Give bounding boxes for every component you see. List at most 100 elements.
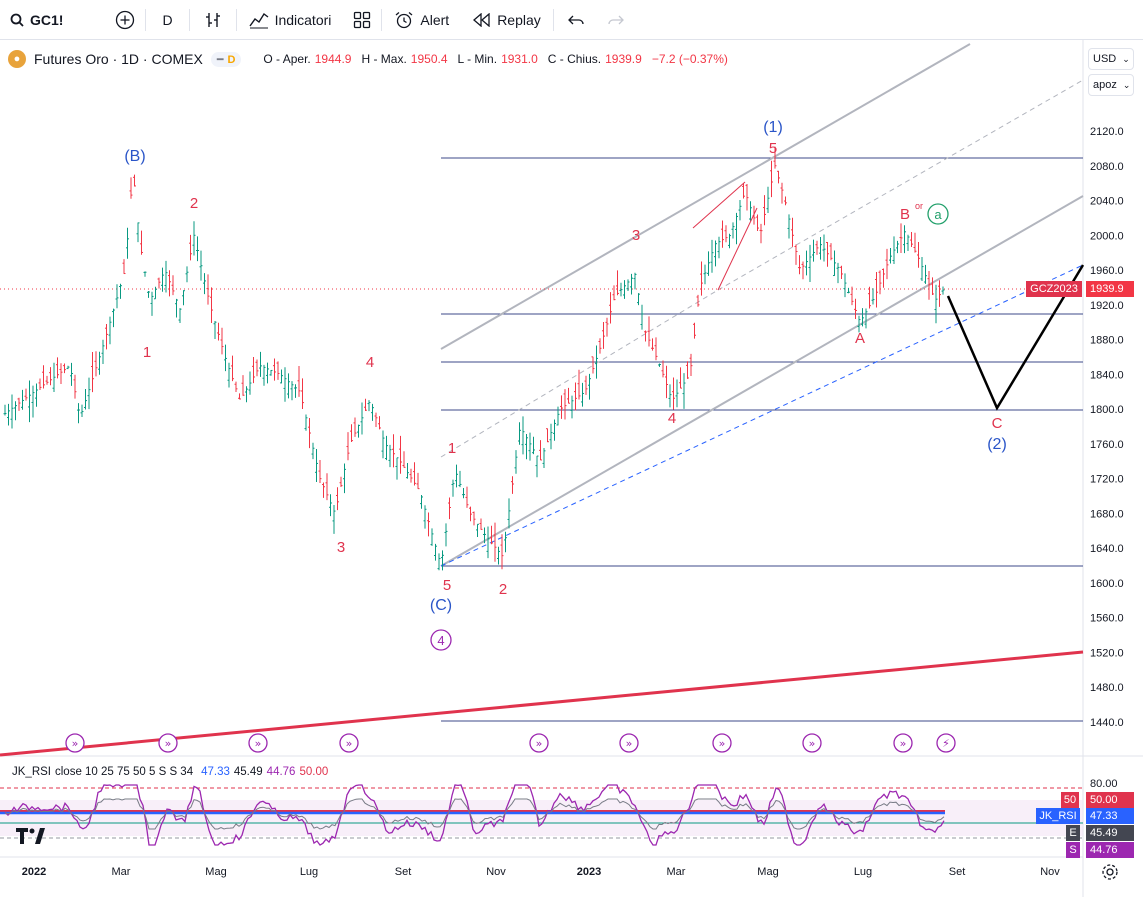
instrument-title[interactable]: Futures Oro · 1D · COMEX: [34, 51, 203, 67]
wave-label: 5: [769, 140, 777, 157]
price-tick-label: 1680.0: [1090, 508, 1124, 520]
rsi-tag-e: E: [1066, 825, 1080, 841]
wave-label-1: (1): [763, 119, 783, 136]
circle-a-marker: [927, 203, 949, 225]
or-label: or: [915, 201, 923, 211]
rsi-value-2: 45.49: [233, 766, 263, 778]
rsi-value-1: 47.33: [201, 766, 230, 778]
wave-labels: (B) 2 1 4 3 5 (C) 1 2 3 4 5 (1) A B or C…: [124, 119, 1007, 651]
rsi-tag-e-value: 45.49: [1086, 825, 1134, 841]
currency-label: USD: [1093, 53, 1117, 65]
layouts-button[interactable]: [343, 0, 381, 40]
fib-levels: [441, 157, 1083, 722]
svg-text:»: »: [346, 737, 353, 750]
replay-button[interactable]: Replay: [461, 0, 553, 40]
toolbar-divider: [188, 8, 190, 31]
rsi-value-3: 44.76: [266, 766, 296, 778]
channel-mid-dashed-line: [717, 79, 1084, 291]
event-marker[interactable]: »: [339, 733, 359, 753]
rsi-tag-value: 47.33: [1086, 808, 1134, 824]
event-marker[interactable]: »: [619, 733, 639, 753]
event-marker[interactable]: ⚡: [936, 733, 956, 753]
chart-type-button[interactable]: [190, 0, 236, 40]
wedge-line: [692, 181, 746, 229]
time-axis: 2022 Mar Mag Lug Set Nov 2023 Mar Mag Lug Set Nov: [22, 866, 1061, 878]
pill-icon: ━: [216, 53, 224, 66]
event-marker[interactable]: »: [893, 733, 913, 753]
compare-button[interactable]: [73, 0, 145, 40]
channel-upper-line: [440, 43, 971, 350]
high-value: 1950.4: [410, 52, 448, 66]
wave-label: C: [992, 415, 1003, 432]
time-tick-label: Set: [395, 866, 412, 878]
redo-button[interactable]: [598, 0, 634, 40]
rsi-name[interactable]: JK_RSI: [12, 766, 51, 778]
close-label: C - Chius.: [547, 52, 602, 66]
chart-legend: ● Futures Oro · 1D · COMEX ━ D O - Aper. 1…: [8, 46, 734, 72]
long-term-trend-line: [0, 650, 1084, 757]
gold-logo-icon: ●: [8, 50, 26, 68]
wave-label: 5: [443, 577, 451, 594]
price-chart[interactable]: (B) 2 1 4 3 5 (C) 1 2 3 4 5 (1) A B or C…: [0, 40, 1143, 897]
add-circle-icon: [115, 10, 135, 30]
rsi-tag-50-value: 50.00: [1086, 792, 1134, 808]
time-tick-label: 2022: [22, 866, 46, 878]
chevron-down-icon: ⌄: [1122, 79, 1131, 90]
symbol-label: GC1!: [30, 11, 64, 28]
alert-button[interactable]: Alert: [382, 0, 461, 40]
event-marker[interactable]: »: [529, 733, 549, 753]
undo-icon: [567, 14, 584, 26]
projection-path: [946, 264, 1085, 411]
time-tick-label: Mar: [112, 866, 131, 878]
price-tick-label: 1560.0: [1090, 613, 1124, 625]
event-marker[interactable]: »: [65, 733, 85, 753]
search-icon: [10, 13, 24, 27]
svg-text:»: »: [809, 737, 816, 750]
time-tick-label: Mag: [205, 866, 226, 878]
wave-label: 1: [448, 440, 456, 457]
event-marker[interactable]: »: [158, 733, 178, 753]
wave-label: A: [855, 330, 865, 347]
price-tick-label: 1840.0: [1090, 369, 1124, 381]
channel-lower-line: [440, 195, 1084, 567]
wave-label: 4: [366, 354, 374, 371]
top-toolbar: GC1! D Indicatori: [0, 0, 1143, 40]
wave-label: B: [900, 206, 910, 223]
svg-text:»: »: [72, 737, 79, 750]
wave-label: 3: [337, 539, 345, 556]
symbol-search-button[interactable]: GC1!: [0, 0, 73, 40]
time-tick-label: Lug: [300, 866, 318, 878]
time-tick-label: Lug: [854, 866, 872, 878]
alert-label: Alert: [420, 11, 450, 28]
high-label: H - Max.: [361, 52, 407, 66]
event-marker[interactable]: »: [802, 733, 822, 753]
rsi-axis-label: 80.00: [1090, 778, 1118, 790]
indicators-button[interactable]: Indicatori: [237, 0, 344, 40]
svg-text:»: »: [626, 737, 633, 750]
interval-button[interactable]: D: [146, 0, 188, 40]
toolbar-divider: [552, 8, 554, 31]
rsi-tag-s: S: [1066, 842, 1080, 858]
rewind-icon: [473, 12, 491, 27]
event-marker[interactable]: »: [712, 733, 732, 753]
rsi-tag-name: JK_RSI: [1036, 808, 1080, 824]
event-marker[interactable]: »: [248, 733, 268, 753]
price-axis: 2120.0 2080.0 2040.0 2000.0 1960.0 1920.0 1880…: [1090, 126, 1124, 729]
ohlc-values: O - Aper. 1944.9 H - Max. 1950.4 L - Min. 1…: [263, 52, 733, 66]
bars-chart-icon: [204, 11, 222, 29]
circle-4-marker: [430, 629, 452, 651]
undo-button[interactable]: [554, 0, 598, 40]
currency-selector[interactable]: USD ⌄: [1088, 48, 1134, 70]
price-tick-label: 2080.0: [1090, 161, 1124, 173]
rsi-tag-50: 50: [1061, 792, 1079, 808]
time-tick-label: Nov: [1040, 866, 1060, 878]
change-value: −7.2 (−0.37%): [651, 52, 728, 66]
gear-icon[interactable]: [1100, 862, 1120, 882]
close-value: 1939.9: [605, 52, 642, 66]
svg-text:»: »: [536, 737, 543, 750]
svg-text:⚡: ⚡: [942, 737, 950, 750]
rsi-line: [4, 784, 945, 846]
scale-selector[interactable]: apoz ⌄: [1088, 74, 1134, 96]
tradingview-logo[interactable]: [16, 827, 46, 850]
price-tick-label: 2040.0: [1090, 196, 1124, 208]
